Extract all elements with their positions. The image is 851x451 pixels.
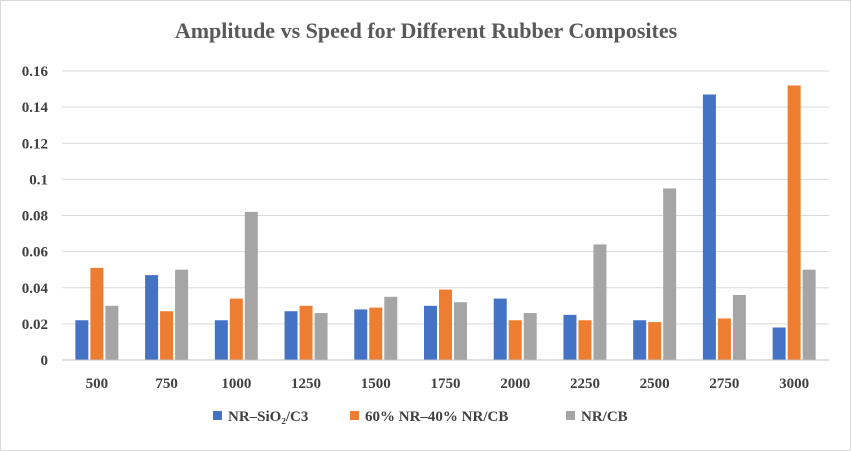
y-axis-tick-labels: 0 0.02 0.04 0.06 0.08 0.1 0.12 0.14 0.16 [22, 64, 49, 369]
bar-1-750 [145, 275, 159, 360]
bar-3-1750 [454, 302, 467, 360]
legend-swatch-1 [213, 411, 222, 420]
bar-3-2250 [593, 244, 607, 360]
y-tick-label: 0.16 [22, 64, 49, 80]
bar-2-750 [160, 311, 174, 360]
x-tick-label: 1750 [431, 376, 461, 392]
x-tick-label: 1000 [221, 376, 251, 392]
legend-label-3: NR/CB [581, 409, 628, 425]
bar-2-2000 [508, 320, 522, 360]
y-tick-label: 0.14 [22, 100, 49, 116]
x-tick-label: 2750 [709, 376, 739, 392]
bar-3-500 [105, 305, 119, 360]
bar-1-2000 [493, 298, 507, 360]
bar-1-2500 [633, 320, 647, 360]
bar-3-1000 [244, 211, 258, 360]
bar-1-1250 [284, 311, 298, 360]
bar-1-3000 [772, 327, 786, 360]
bar-1-1000 [214, 320, 228, 360]
bar-1-500 [75, 320, 89, 360]
x-tick-label: 500 [86, 376, 109, 392]
legend: NR–SiO₂/C3 60% NR–40% NR/CB NR/CB [213, 409, 628, 425]
bar-3-2750 [732, 294, 746, 360]
bar-2-1250 [299, 305, 313, 360]
bar-3-750 [175, 269, 189, 360]
legend-swatch-3 [566, 411, 575, 420]
y-tick-label: 0.02 [22, 317, 48, 333]
bar-1-1500 [354, 309, 368, 360]
legend-label-2: 60% NR–40% NR/CB [365, 409, 508, 425]
legend-label-1: NR–SiO₂/C3 [228, 409, 308, 425]
x-tick-label: 1250 [291, 376, 321, 392]
bar-1-1750 [424, 305, 437, 360]
y-tick-label: 0.1 [29, 172, 48, 188]
bar-2-2750 [717, 318, 731, 360]
bar-2-2250 [578, 320, 592, 360]
x-tick-label: 1500 [361, 376, 391, 392]
bar-2-1500 [369, 307, 383, 360]
bar-3-2000 [523, 313, 537, 360]
y-tick-label: 0.06 [22, 245, 49, 261]
x-tick-label: 3000 [779, 376, 809, 392]
chart-title: Amplitude vs Speed for Different Rubber … [175, 18, 678, 43]
bar-3-2500 [663, 188, 677, 360]
x-axis-tick-labels: 500 750 1000 1250 1500 1750 2000 2250 2500 2750 30… [86, 376, 810, 392]
legend-swatch-2 [350, 411, 359, 420]
x-tick-label: 750 [155, 376, 178, 392]
x-tick-label: 2250 [570, 376, 600, 392]
bar-2-3000 [787, 85, 801, 360]
y-tick-label: 0.04 [22, 281, 49, 297]
bar-2-500 [90, 267, 104, 360]
bars [75, 85, 816, 360]
y-tick-label: 0 [41, 353, 49, 369]
bar-1-2750 [702, 94, 716, 360]
bar-1-2250 [563, 314, 577, 360]
x-tick-label: 2000 [500, 376, 530, 392]
bar-3-3000 [802, 269, 816, 360]
bar-2-1750 [439, 289, 452, 360]
y-tick-label: 0.08 [22, 209, 48, 225]
bar-2-2500 [648, 322, 662, 360]
gridlines [62, 70, 829, 325]
y-tick-label: 0.12 [22, 136, 48, 152]
x-tick-label: 2500 [640, 376, 670, 392]
bar-3-1250 [314, 313, 328, 360]
bar-2-1000 [229, 298, 243, 360]
bar-3-1500 [384, 296, 398, 360]
